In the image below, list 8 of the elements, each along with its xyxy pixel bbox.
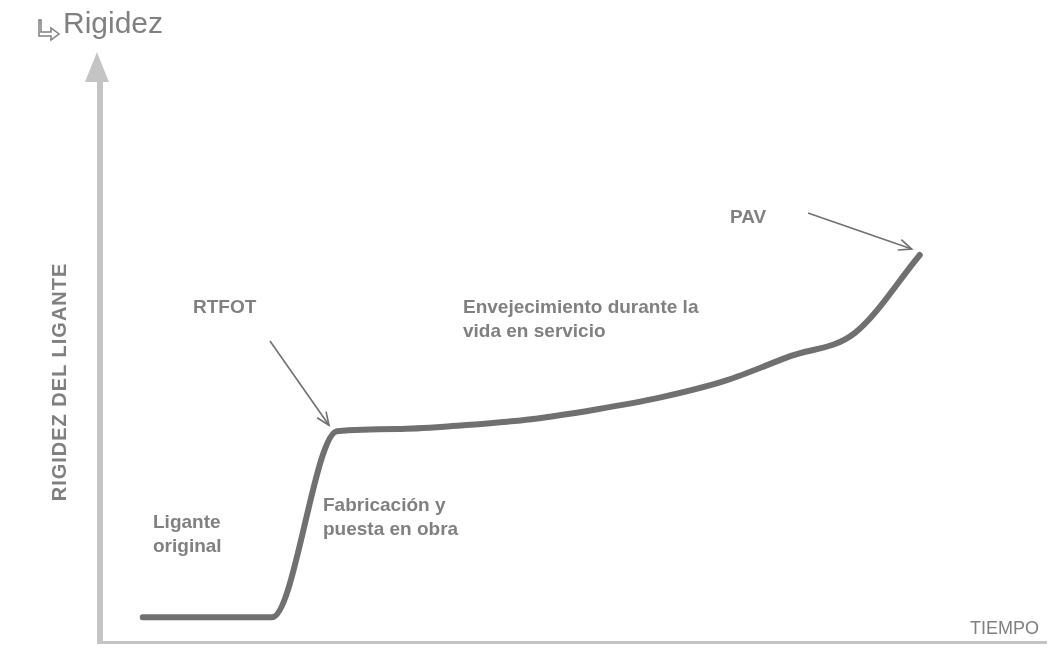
- annotation: Fabricación y puesta en obra: [323, 493, 459, 539]
- text: PAV: [730, 205, 767, 227]
- annotation: Ligante original: [153, 510, 222, 556]
- y-axis-title: RIGIDEZ DEL LIGANTE: [47, 262, 70, 502]
- chart-title: Rigidez: [63, 6, 164, 40]
- x-axis-title: TIEMPO: [969, 617, 1039, 638]
- annotation: Envejecimiento durante la vida en servicio: [463, 295, 699, 341]
- annotation: RTFOT: [193, 295, 257, 317]
